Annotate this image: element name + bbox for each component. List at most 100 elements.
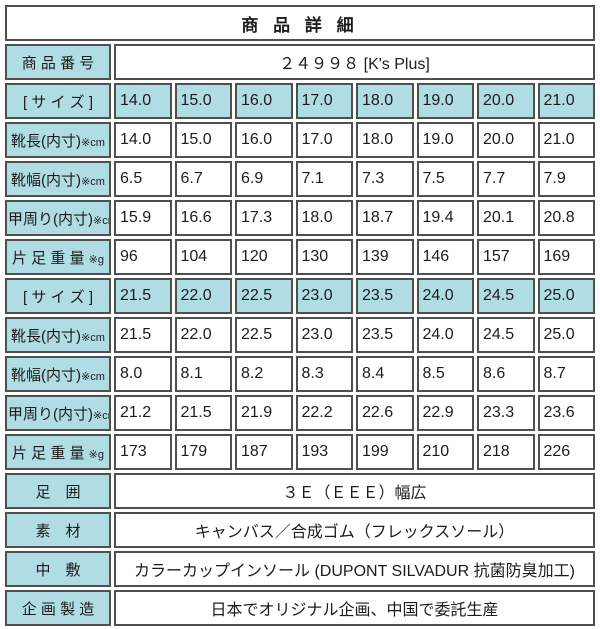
width-cell: 8.6 [477, 356, 535, 392]
label-text: 靴長(内寸) [11, 327, 82, 345]
width-cell: 6.9 [235, 161, 293, 197]
girth-row-2: 甲周り(内寸)※cm 21.2 21.5 21.9 22.2 22.6 22.9… [5, 395, 595, 431]
foot-width-row: 足 囲 ３Ｅ（ＥＥＥ）幅広 [5, 473, 595, 509]
girth-cell: 21.2 [114, 395, 172, 431]
width-cell: 8.5 [416, 356, 474, 392]
size-cell: 14.0 [114, 83, 172, 119]
width-cell: 8.3 [295, 356, 353, 392]
length-cell: 22.5 [235, 317, 293, 353]
girth-cell: 17.3 [235, 200, 293, 236]
width-cell: 8.4 [356, 356, 414, 392]
girth-cell: 21.9 [235, 395, 293, 431]
material-row: 素 材 キャンバス／合成ゴム（フレックスソール） [5, 512, 595, 548]
manufacturing-value: 日本でオリジナル企画、中国で委託生産 [114, 590, 595, 626]
length-cell: 24.0 [416, 317, 474, 353]
manufacturing-label: 企 画 製 造 [5, 590, 111, 626]
weight-cell: 96 [114, 239, 172, 275]
label-text: 甲周り(内寸) [8, 405, 93, 423]
weight-cell: 139 [356, 239, 414, 275]
weight-cell: 104 [174, 239, 232, 275]
length-cell: 25.0 [537, 317, 595, 353]
weight-cell: 157 [477, 239, 535, 275]
length-cell: 20.0 [477, 122, 535, 158]
width-cell: 7.3 [356, 161, 414, 197]
size-header-row-2: [ サ イ ズ ] 21.5 22.0 22.5 23.0 23.5 24.0 … [5, 278, 595, 314]
size-label: [ サ イ ズ ] [5, 278, 111, 314]
girth-row-1: 甲周り(内寸)※cm 15.9 16.6 17.3 18.0 18.7 19.4… [5, 200, 595, 236]
weight-cell: 146 [416, 239, 474, 275]
weight-cell: 169 [537, 239, 595, 275]
width-label: 靴幅(内寸)※cm [5, 356, 111, 392]
girth-cell: 23.6 [537, 395, 595, 431]
length-cell: 23.5 [356, 317, 414, 353]
size-cell: 23.5 [356, 278, 414, 314]
length-label: 靴長(内寸)※cm [5, 317, 111, 353]
material-label: 素 材 [5, 512, 111, 548]
length-cell: 17.0 [295, 122, 353, 158]
width-cell: 8.7 [537, 356, 595, 392]
length-cell: 19.0 [416, 122, 474, 158]
width-cell: 7.5 [416, 161, 474, 197]
size-cell: 21.5 [114, 278, 172, 314]
insole-value: カラーカップインソール (DUPONT SILVADUR 抗菌防臭加工) [114, 551, 595, 587]
weight-cell: 173 [114, 434, 172, 470]
size-header-row-1: [ サ イ ズ ] 14.0 15.0 16.0 17.0 18.0 19.0 … [5, 83, 595, 119]
label-unit-suffix: ※cm [81, 175, 105, 188]
girth-cell: 18.0 [295, 200, 353, 236]
girth-cell: 23.3 [477, 395, 535, 431]
weight-cell: 218 [477, 434, 535, 470]
size-cell: 22.0 [174, 278, 232, 314]
width-cell: 6.5 [114, 161, 172, 197]
size-cell: 19.0 [416, 83, 474, 119]
length-cell: 23.0 [295, 317, 353, 353]
length-row-1: 靴長(内寸)※cm 14.0 15.0 16.0 17.0 18.0 19.0 … [5, 122, 595, 158]
width-cell: 7.7 [477, 161, 535, 197]
girth-cell: 18.7 [356, 200, 414, 236]
size-cell: 22.5 [235, 278, 293, 314]
weight-cell: 210 [416, 434, 474, 470]
label-text: 靴長(内寸) [11, 132, 82, 150]
size-cell: 20.0 [477, 83, 535, 119]
label-unit-suffix: ※g [88, 448, 105, 461]
width-row-2: 靴幅(内寸)※cm 8.0 8.1 8.2 8.3 8.4 8.5 8.6 8.… [5, 356, 595, 392]
girth-cell: 21.5 [174, 395, 232, 431]
title-row: 商 品 詳 細 [5, 5, 595, 41]
girth-label: 甲周り(内寸)※cm [5, 395, 111, 431]
label-text: 靴幅(内寸) [11, 171, 82, 189]
width-cell: 8.0 [114, 356, 172, 392]
girth-label: 甲周り(内寸)※cm [5, 200, 111, 236]
label-unit-suffix: ※cm [81, 136, 105, 149]
label-text: 片 足 重 量 [11, 249, 85, 267]
label-unit-suffix: ※cm [81, 331, 105, 344]
table-title: 商 品 詳 細 [5, 5, 595, 41]
weight-row-1: 片 足 重 量 ※g 96 104 120 130 139 146 157 16… [5, 239, 595, 275]
weight-label: 片 足 重 量 ※g [5, 434, 111, 470]
width-label: 靴幅(内寸)※cm [5, 161, 111, 197]
size-cell: 18.0 [356, 83, 414, 119]
weight-cell: 179 [174, 434, 232, 470]
label-unit-suffix: ※g [88, 253, 105, 266]
girth-cell: 22.6 [356, 395, 414, 431]
size-cell: 15.0 [174, 83, 232, 119]
weight-cell: 130 [295, 239, 353, 275]
girth-cell: 20.1 [477, 200, 535, 236]
label-text: 甲周り(内寸) [8, 210, 93, 228]
length-cell: 14.0 [114, 122, 172, 158]
length-label: 靴長(内寸)※cm [5, 122, 111, 158]
weight-cell: 187 [235, 434, 293, 470]
length-cell: 16.0 [235, 122, 293, 158]
size-cell: 23.0 [295, 278, 353, 314]
weight-cell: 199 [356, 434, 414, 470]
girth-cell: 22.2 [295, 395, 353, 431]
length-cell: 22.0 [174, 317, 232, 353]
product-number-value: ２４９９８ [K's Plus] [114, 44, 595, 80]
label-text: 片 足 重 量 [11, 444, 85, 462]
material-value: キャンバス／合成ゴム（フレックスソール） [114, 512, 595, 548]
length-cell: 24.5 [477, 317, 535, 353]
size-cell: 24.5 [477, 278, 535, 314]
manufacturing-row: 企 画 製 造 日本でオリジナル企画、中国で委託生産 [5, 590, 595, 626]
label-unit-suffix: ※cm [93, 214, 109, 227]
weight-cell: 120 [235, 239, 293, 275]
weight-row-2: 片 足 重 量 ※g 173 179 187 193 199 210 218 2… [5, 434, 595, 470]
size-cell: 17.0 [295, 83, 353, 119]
